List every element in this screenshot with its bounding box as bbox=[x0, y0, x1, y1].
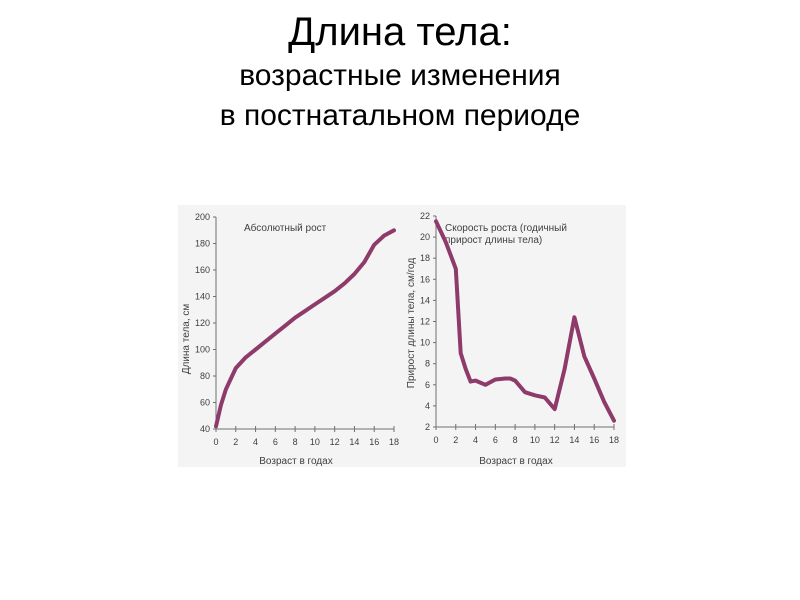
right-y-tick-label: 16 bbox=[420, 274, 430, 284]
left-y-tick-label: 180 bbox=[195, 239, 210, 249]
left-x-tick-label: 10 bbox=[310, 437, 320, 447]
right-x-tick-label: 16 bbox=[589, 435, 599, 445]
right-annotation-line-2: прирост длины тела) bbox=[445, 235, 542, 246]
slide-title: Длина тела: bbox=[288, 10, 512, 54]
right-x-tick-label: 8 bbox=[513, 435, 518, 445]
left-annotation: Абсолютный рост bbox=[244, 222, 327, 234]
right-x-tick-label: 4 bbox=[473, 435, 478, 445]
left-x-tick-label: 0 bbox=[213, 437, 218, 447]
right-y-axis-label: Прирост длины тела, см/год bbox=[406, 258, 417, 389]
left-y-tick-label: 160 bbox=[195, 265, 210, 275]
left-y-tick-label: 140 bbox=[195, 292, 210, 302]
left-y-tick-label: 40 bbox=[200, 424, 210, 434]
left-x-tick-label: 12 bbox=[330, 437, 340, 447]
left-y-tick-label: 200 bbox=[195, 212, 210, 222]
right-x-tick-label: 18 bbox=[609, 435, 619, 445]
left-x-tick-label: 18 bbox=[389, 437, 399, 447]
left-x-tick-label: 6 bbox=[273, 437, 278, 447]
left-x-axis-label: Возраст в годах bbox=[259, 456, 332, 467]
left-y-tick-label: 100 bbox=[195, 345, 210, 355]
figure: 0 2 4 6 8 10 12 14 16 18 40 60 80 100 120 140 160 180 200 … bbox=[178, 205, 626, 467]
right-y-tick-label: 22 bbox=[420, 211, 430, 221]
left-y-tick-label: 120 bbox=[195, 318, 210, 328]
right-y-tick-label: 14 bbox=[420, 295, 430, 305]
right-y-tick-label: 18 bbox=[420, 253, 430, 263]
slide-subtitle-line-2: в постнатальном периоде bbox=[219, 99, 581, 132]
right-x-tick-label: 12 bbox=[550, 435, 560, 445]
left-x-tick-label: 4 bbox=[253, 437, 258, 447]
left-y-tick-label: 60 bbox=[200, 398, 210, 408]
left-x-tick-label: 14 bbox=[349, 437, 359, 447]
right-y-tick-label: 12 bbox=[420, 317, 430, 327]
right-annotation-line-1: Скорость роста (годичный bbox=[445, 223, 567, 234]
right-y-tick-label: 2 bbox=[425, 422, 430, 432]
right-x-tick-label: 14 bbox=[569, 435, 579, 445]
right-y-tick-label: 4 bbox=[425, 401, 430, 411]
right-y-tick-label: 10 bbox=[420, 338, 430, 348]
right-y-tick-label: 8 bbox=[425, 359, 430, 369]
right-y-tick-label: 6 bbox=[425, 380, 430, 390]
left-x-tick-label: 16 bbox=[369, 437, 379, 447]
right-x-tick-label: 6 bbox=[493, 435, 498, 445]
right-x-tick-label: 0 bbox=[433, 435, 438, 445]
right-x-tick-label: 2 bbox=[453, 435, 458, 445]
left-x-tick-label: 8 bbox=[293, 437, 298, 447]
left-x-tick-label: 2 bbox=[233, 437, 238, 447]
left-growth-curve bbox=[214, 228, 396, 429]
left-y-axis-label: Длина тела, см bbox=[181, 304, 192, 375]
right-x-axis-label: Возраст в годах bbox=[479, 456, 552, 467]
chart-absolute-growth: 0 2 4 6 8 10 12 14 16 18406080100120140160180200 … bbox=[181, 212, 399, 467]
right-velocity-curve bbox=[434, 219, 616, 423]
right-y-tick-label: 20 bbox=[420, 232, 430, 242]
right-x-tick-label: 10 bbox=[530, 435, 540, 445]
figure-background bbox=[178, 205, 626, 467]
figure-svg: 0 2 4 6 8 10 12 14 16 18406080100120140160180200 … bbox=[178, 205, 626, 467]
slide-subtitle-line-1: возрастные изменения bbox=[239, 59, 561, 92]
left-y-tick-label: 80 bbox=[200, 371, 210, 381]
title-block: Длина тела: возрастные изменения в постн… bbox=[0, 8, 800, 136]
